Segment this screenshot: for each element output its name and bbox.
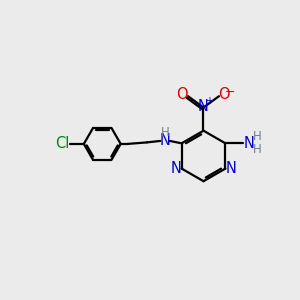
Text: N: N [198,98,209,113]
Text: −: − [225,86,235,99]
Text: H: H [253,143,262,156]
Text: N: N [171,161,182,176]
Text: H: H [253,130,262,143]
Text: Cl: Cl [55,136,70,152]
Text: O: O [176,87,188,102]
Text: O: O [218,87,230,102]
Text: H: H [160,125,169,139]
Text: N: N [225,161,236,176]
Text: N: N [243,136,254,151]
Text: +: + [205,96,213,106]
Text: N: N [160,134,170,148]
